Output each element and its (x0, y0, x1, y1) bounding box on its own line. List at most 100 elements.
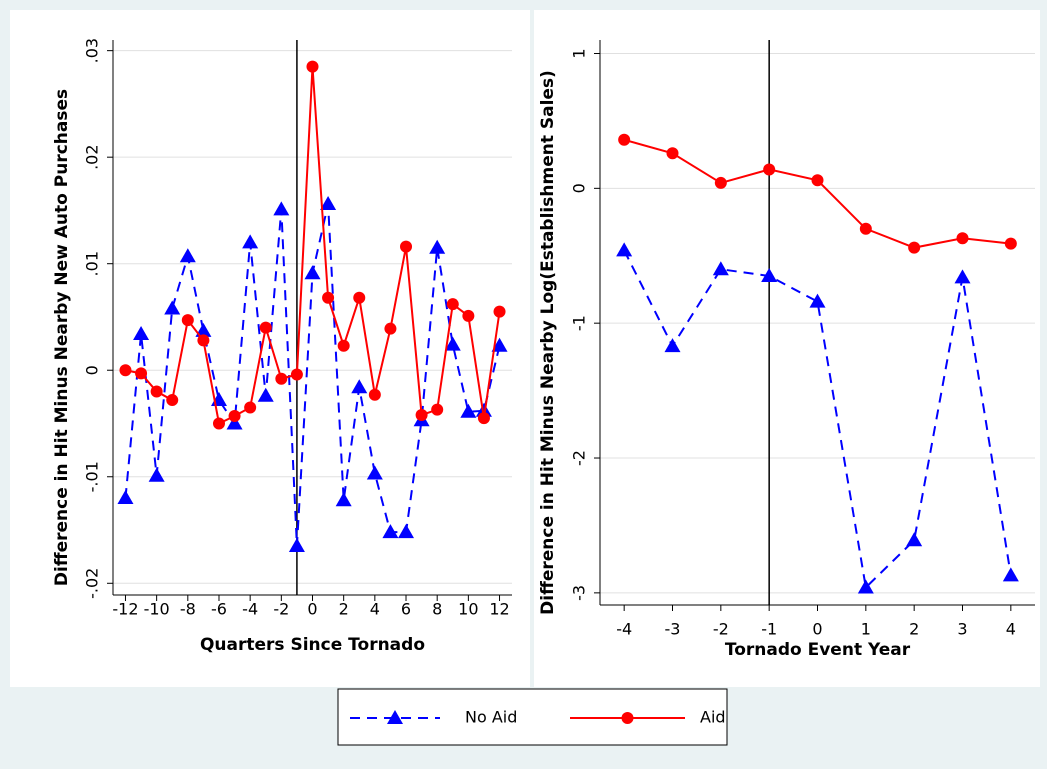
data-point (179, 248, 196, 263)
data-point (906, 532, 923, 547)
data-point (257, 387, 274, 402)
y-tick-label: -1 (570, 315, 589, 331)
data-point (306, 60, 319, 73)
data-point (119, 364, 132, 377)
data-point (761, 267, 778, 282)
data-point (273, 201, 290, 216)
data-point (956, 232, 969, 245)
data-point (335, 492, 352, 507)
data-point (400, 240, 413, 253)
data-point (304, 265, 321, 280)
y-tick-label: .01 (83, 251, 102, 276)
legend-label: No Aid (465, 708, 517, 727)
x-axis-title: Tornado Event Year (725, 640, 911, 660)
data-point (117, 490, 134, 505)
data-point (460, 403, 477, 418)
data-point (259, 321, 272, 334)
data-point (859, 222, 872, 235)
data-point (477, 412, 490, 425)
data-point (415, 408, 428, 421)
data-point (431, 403, 444, 416)
data-point (618, 133, 631, 146)
y-axis-title: Difference in Hit Minus Nearby New Auto … (52, 89, 72, 586)
x-tick-label: 0 (307, 600, 317, 619)
y-tick-label: 1 (570, 48, 589, 58)
data-point (462, 309, 475, 322)
x-tick-label: 4 (1006, 620, 1016, 639)
data-point (337, 339, 350, 352)
x-tick-label: -10 (144, 600, 170, 619)
data-point (714, 176, 727, 189)
x-tick-label: 0 (812, 620, 822, 639)
legend-marker (387, 710, 403, 724)
x-tick-label: 1 (861, 620, 871, 639)
data-point (429, 239, 446, 254)
data-point (242, 234, 259, 249)
data-point (857, 579, 874, 594)
data-point (666, 147, 679, 160)
data-point (493, 305, 506, 318)
legend-label: Aid (700, 708, 726, 727)
data-point (275, 372, 288, 385)
data-point (195, 322, 212, 337)
data-point (197, 334, 210, 347)
data-point (809, 293, 826, 308)
data-point (135, 367, 148, 380)
x-tick-label: 3 (957, 620, 967, 639)
y-tick-label: -3 (570, 585, 589, 601)
y-tick-label: -.02 (83, 568, 102, 599)
x-tick-label: -1 (761, 620, 777, 639)
x-axis-title: Quarters Since Tornado (200, 635, 425, 655)
data-point (1002, 567, 1019, 582)
data-point (148, 467, 165, 482)
x-tick-label: 2 (909, 620, 919, 639)
x-tick-label: -4 (616, 620, 632, 639)
data-point (226, 415, 243, 430)
data-point (244, 401, 257, 414)
data-point (664, 338, 681, 353)
x-tick-label: 6 (401, 600, 411, 619)
data-point (322, 291, 335, 304)
x-tick-label: -12 (112, 600, 138, 619)
data-point (384, 322, 397, 335)
data-point (366, 465, 383, 480)
data-point (181, 314, 194, 327)
x-tick-label: 12 (489, 600, 509, 619)
legend-marker (621, 712, 634, 724)
data-point (133, 326, 150, 341)
y-tick-label: .02 (83, 144, 102, 169)
y-tick-label: -2 (570, 450, 589, 466)
y-axis-title: Difference in Hit Minus Nearby Log(Estab… (538, 70, 558, 615)
x-tick-label: -2 (713, 620, 729, 639)
data-point (228, 410, 241, 423)
x-tick-label: -4 (242, 600, 258, 619)
data-point (811, 174, 824, 187)
data-point (1004, 237, 1017, 250)
y-tick-label: -.01 (83, 461, 102, 492)
data-point (320, 196, 337, 211)
y-tick-label: 0 (570, 183, 589, 193)
data-point (763, 163, 776, 176)
data-point (446, 298, 459, 311)
data-point (616, 242, 633, 257)
data-point (444, 336, 461, 351)
x-tick-label: 2 (339, 600, 349, 619)
data-point (290, 368, 303, 381)
data-point (164, 300, 181, 315)
right-panel (534, 10, 1040, 687)
x-tick-label: -6 (211, 600, 227, 619)
data-point (398, 524, 415, 539)
data-point (954, 269, 971, 284)
data-point (150, 385, 163, 398)
data-point (288, 537, 305, 552)
data-point (368, 388, 381, 401)
x-tick-label: -8 (180, 600, 196, 619)
data-point (351, 379, 368, 394)
x-tick-label: 8 (432, 600, 442, 619)
x-tick-label: 4 (370, 600, 380, 619)
data-point (353, 291, 366, 304)
x-tick-label: 10 (458, 600, 478, 619)
x-tick-label: -2 (273, 600, 289, 619)
x-tick-label: -3 (665, 620, 681, 639)
